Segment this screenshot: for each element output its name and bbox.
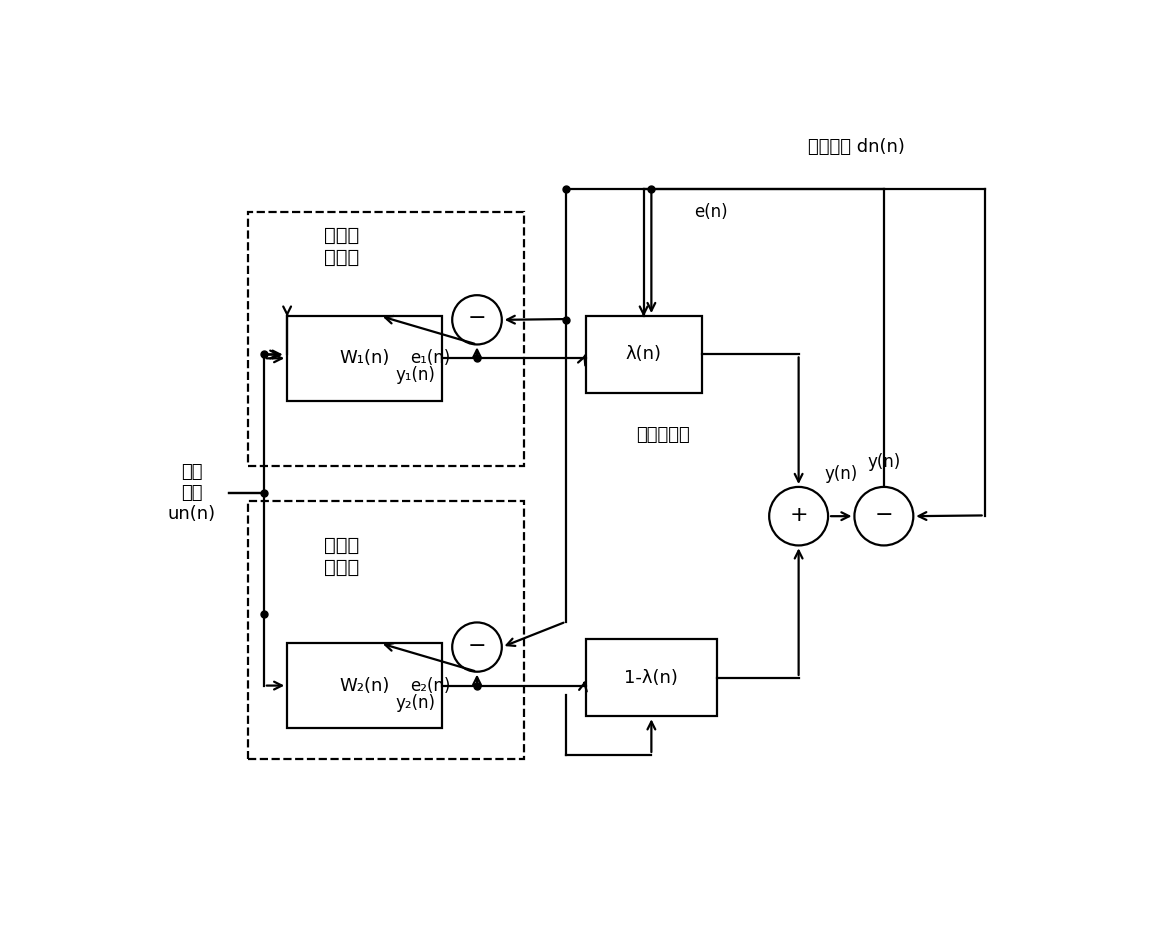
Text: −: − — [874, 505, 894, 525]
Bar — [248, 212, 523, 466]
Text: W₂(n): W₂(n) — [339, 677, 390, 695]
Text: 1-λ(n): 1-λ(n) — [624, 669, 678, 687]
Circle shape — [854, 486, 913, 545]
Circle shape — [769, 486, 828, 545]
Text: 凸组合权值: 凸组合权值 — [636, 426, 690, 445]
Text: +: + — [789, 505, 808, 525]
Text: 大步长
滤波器: 大步长 滤波器 — [324, 227, 359, 268]
Text: e(n): e(n) — [693, 203, 728, 221]
Circle shape — [452, 295, 501, 345]
Text: y₂(n): y₂(n) — [394, 693, 435, 711]
Text: 输入信号 dn(n): 输入信号 dn(n) — [808, 138, 905, 155]
Text: W₁(n): W₁(n) — [339, 349, 390, 367]
Text: e₂(n): e₂(n) — [411, 677, 451, 695]
Text: −: − — [468, 636, 486, 656]
Bar — [288, 316, 442, 401]
Text: −: − — [468, 308, 486, 328]
Text: y(n): y(n) — [867, 453, 900, 471]
Text: 参考
信号
un(n): 参考 信号 un(n) — [168, 464, 216, 523]
Text: e₁(n): e₁(n) — [411, 349, 451, 367]
Bar — [585, 640, 718, 716]
Circle shape — [452, 623, 501, 672]
Bar — [248, 501, 523, 759]
Text: λ(n): λ(n) — [626, 346, 661, 364]
Bar — [288, 644, 442, 728]
Text: y(n): y(n) — [825, 465, 858, 483]
Text: y₁(n): y₁(n) — [396, 367, 435, 385]
Text: 小步长
滤波器: 小步长 滤波器 — [324, 536, 359, 577]
Bar — [585, 316, 702, 393]
